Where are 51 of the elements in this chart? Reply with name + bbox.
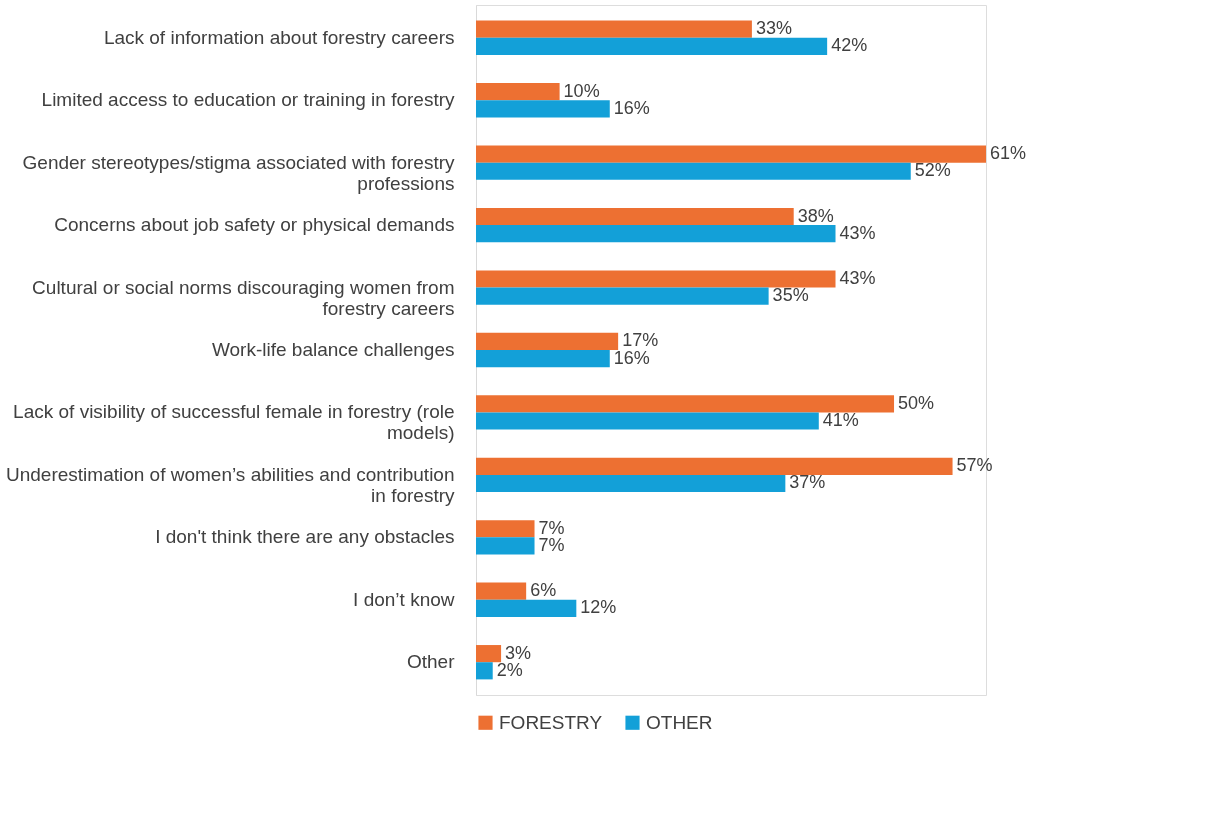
y-tick-label: Lack of visibility of successful female in forestry (role models)	[13, 401, 455, 444]
bar	[476, 332, 619, 350]
y-tick-label: Other	[406, 651, 456, 673]
y-tick-label: I don't think there are any obstacles	[155, 526, 455, 548]
data-label: 37%	[789, 472, 826, 493]
y-tick-label: Gender stereotypes/stigma associated with forestry professions	[22, 151, 455, 194]
bar	[476, 20, 752, 38]
data-label: 57%	[956, 455, 993, 476]
data-label: 43%	[839, 267, 876, 288]
bar	[476, 225, 836, 243]
data-label: 10%	[563, 80, 600, 101]
bar	[476, 474, 786, 493]
y-tick-label: Lack of information about forestry careers	[103, 26, 455, 48]
data-label: 41%	[822, 410, 859, 431]
bar	[476, 37, 828, 55]
bar	[476, 145, 986, 163]
legend-label: FORESTRY	[499, 711, 603, 733]
bar	[476, 582, 527, 600]
data-label: 50%	[898, 392, 935, 413]
y-tick-label: I don’t know	[353, 588, 455, 610]
bar	[476, 350, 610, 368]
bar	[476, 162, 911, 180]
data-label: 43%	[839, 222, 876, 243]
y-tick-label: Work-life balance challenges	[211, 339, 455, 360]
data-label: 38%	[797, 205, 834, 226]
bar	[476, 520, 535, 538]
y-tick-label: Concerns about job safety or physical demands	[54, 214, 455, 236]
data-label: 35%	[772, 285, 809, 306]
bar	[476, 412, 819, 430]
data-label: 6%	[530, 580, 557, 601]
data-label: 61%	[990, 143, 1027, 164]
y-tick-label: Limited access to education or training in forestry	[41, 89, 455, 111]
bar	[476, 207, 794, 226]
bar	[476, 457, 953, 475]
legend-label: OTHER	[646, 711, 713, 733]
bar	[476, 599, 577, 617]
data-label: 16%	[613, 97, 650, 118]
data-label: 42%	[831, 35, 868, 56]
bar	[476, 645, 502, 663]
bar	[476, 100, 610, 118]
bar	[476, 662, 493, 680]
bar	[476, 395, 895, 413]
data-label: 33%	[755, 18, 792, 39]
data-label: 52%	[914, 160, 951, 181]
bar	[476, 537, 535, 555]
y-tick-label: Underestimation of women’s abilities and contribution in forestry	[5, 463, 455, 506]
bar	[476, 287, 769, 305]
bar	[476, 83, 560, 101]
bar	[476, 270, 836, 288]
y-tick-label: Cultural or social norms discouraging women from forestry careers	[32, 276, 455, 319]
data-label: 12%	[580, 597, 617, 618]
